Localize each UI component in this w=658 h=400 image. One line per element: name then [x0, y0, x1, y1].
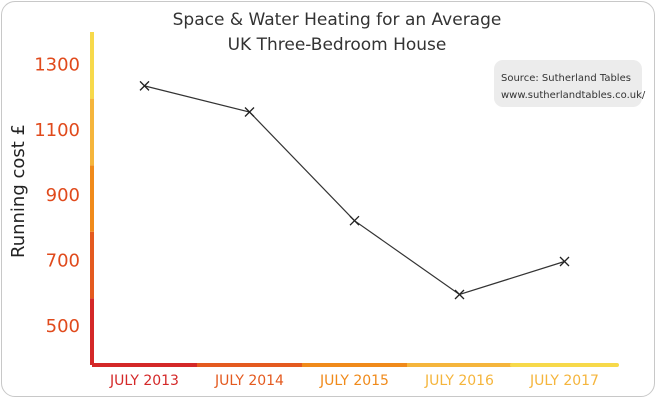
y-tick-label: 700 [46, 251, 80, 272]
x-tick-labels: JULY 2013 JULY 2014 JULY 2015 JULY 2016 JULY… [109, 373, 599, 389]
source-box [494, 60, 642, 107]
y-tick-label: 500 [46, 316, 80, 337]
data-point-marker [454, 289, 465, 300]
x-tick-label: JULY 2013 [109, 373, 179, 389]
x-tick-label: JULY 2015 [319, 373, 389, 389]
x-tick-label: JULY 2014 [214, 373, 284, 389]
axis-bands [90, 32, 619, 367]
chart-title-line-1: Space & Water Heating for an Average [173, 10, 502, 30]
data-point-marker [244, 107, 255, 117]
series-line [144, 85, 565, 296]
data-point-marker [139, 80, 150, 91]
source-text: Source: Sutherland Tables [501, 73, 631, 84]
source-url: www.sutherlandtables.co.uk/ [501, 90, 646, 101]
y-tick-labels: 500 700 900 1100 1300 [34, 55, 80, 337]
chart-title-line-2: UK Three-Bedroom House [228, 35, 447, 55]
series-layer [139, 80, 570, 300]
y-tick-label: 1300 [34, 55, 80, 76]
y-axis-label: Running cost £ [8, 124, 29, 258]
data-point-marker [559, 256, 570, 267]
y-tick-label: 1100 [34, 120, 80, 141]
y-tick-label: 900 [46, 185, 80, 206]
x-tick-label: JULY 2016 [424, 373, 494, 389]
source-annotation: Source: Sutherland Tables www.sutherland… [494, 60, 646, 107]
x-tick-label: JULY 2017 [529, 373, 599, 389]
data-point-marker [349, 215, 360, 226]
